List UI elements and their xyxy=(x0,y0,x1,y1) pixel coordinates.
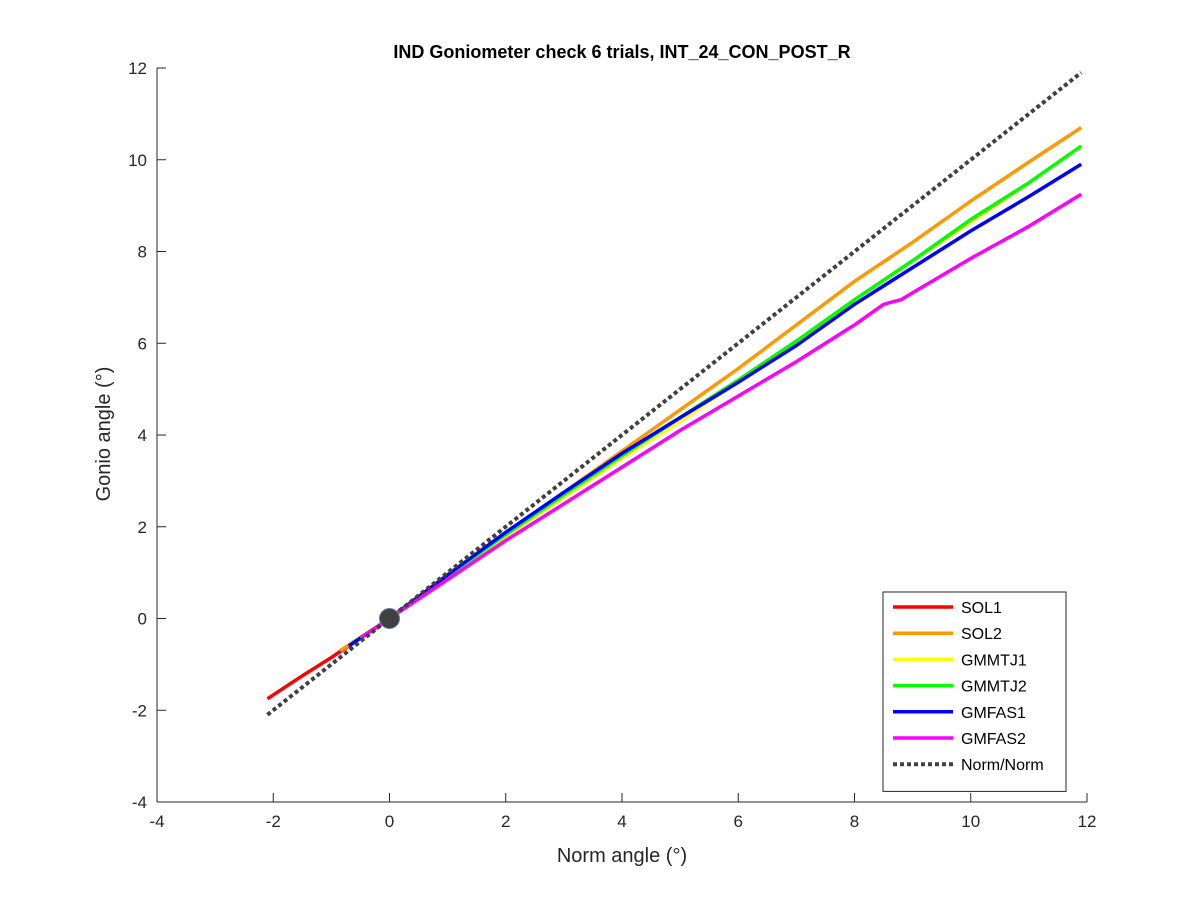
plot-area: -4 -2 0 2 4 6 8 10 12 -4 -2 0 2 4 6 8 10 12 xyxy=(128,59,1096,831)
y-tick-label: 2 xyxy=(138,518,147,537)
legend-label: SOL1 xyxy=(961,600,1002,617)
y-tick-label: 0 xyxy=(138,610,147,629)
y-tick-label: -4 xyxy=(132,793,147,812)
origin-marker xyxy=(379,608,400,629)
y-tick-label: 6 xyxy=(138,334,147,353)
x-tick-label: 10 xyxy=(961,812,980,831)
y-tick-label: 10 xyxy=(128,151,147,170)
legend: SOL1 SOL2 GMMTJ1 GMMTJ2 GMFAS1 GMFAS2 Norm/Nor… xyxy=(882,591,1067,792)
x-tick-label: 6 xyxy=(734,812,743,831)
x-tick-label: -2 xyxy=(266,812,281,831)
y-tick-label: -2 xyxy=(132,701,147,720)
x-axis-label: Norm angle (°) xyxy=(557,845,687,867)
x-tick-label: -4 xyxy=(149,812,164,831)
x-tick-label: 4 xyxy=(617,812,626,831)
x-tick-label: 8 xyxy=(850,812,859,831)
series-line-norm-norm xyxy=(266,71,1083,717)
x-tick-label: 12 xyxy=(1078,812,1097,831)
legend-label: SOL2 xyxy=(961,626,1002,643)
series-line-gmfas2 xyxy=(359,192,1083,640)
x-tick-label: 2 xyxy=(501,812,510,831)
y-tick-label: 4 xyxy=(138,426,147,445)
legend-label: GMFAS2 xyxy=(961,731,1026,748)
x-tick-label: 0 xyxy=(385,812,394,831)
y-tick-label: 12 xyxy=(128,59,147,78)
legend-label: GMMTJ1 xyxy=(961,652,1027,669)
legend-box xyxy=(882,591,1067,792)
legend-label: GMFAS1 xyxy=(961,705,1026,722)
y-tick-label: 8 xyxy=(138,243,147,262)
legend-label: Norm/Norm xyxy=(961,757,1044,774)
y-axis-label: Gonio angle (°) xyxy=(93,367,115,502)
chart-title: IND Goniometer check 6 trials, INT_24_CO… xyxy=(393,42,850,62)
series-line-gmfas1 xyxy=(347,162,1083,648)
legend-label: GMMTJ2 xyxy=(961,679,1027,696)
